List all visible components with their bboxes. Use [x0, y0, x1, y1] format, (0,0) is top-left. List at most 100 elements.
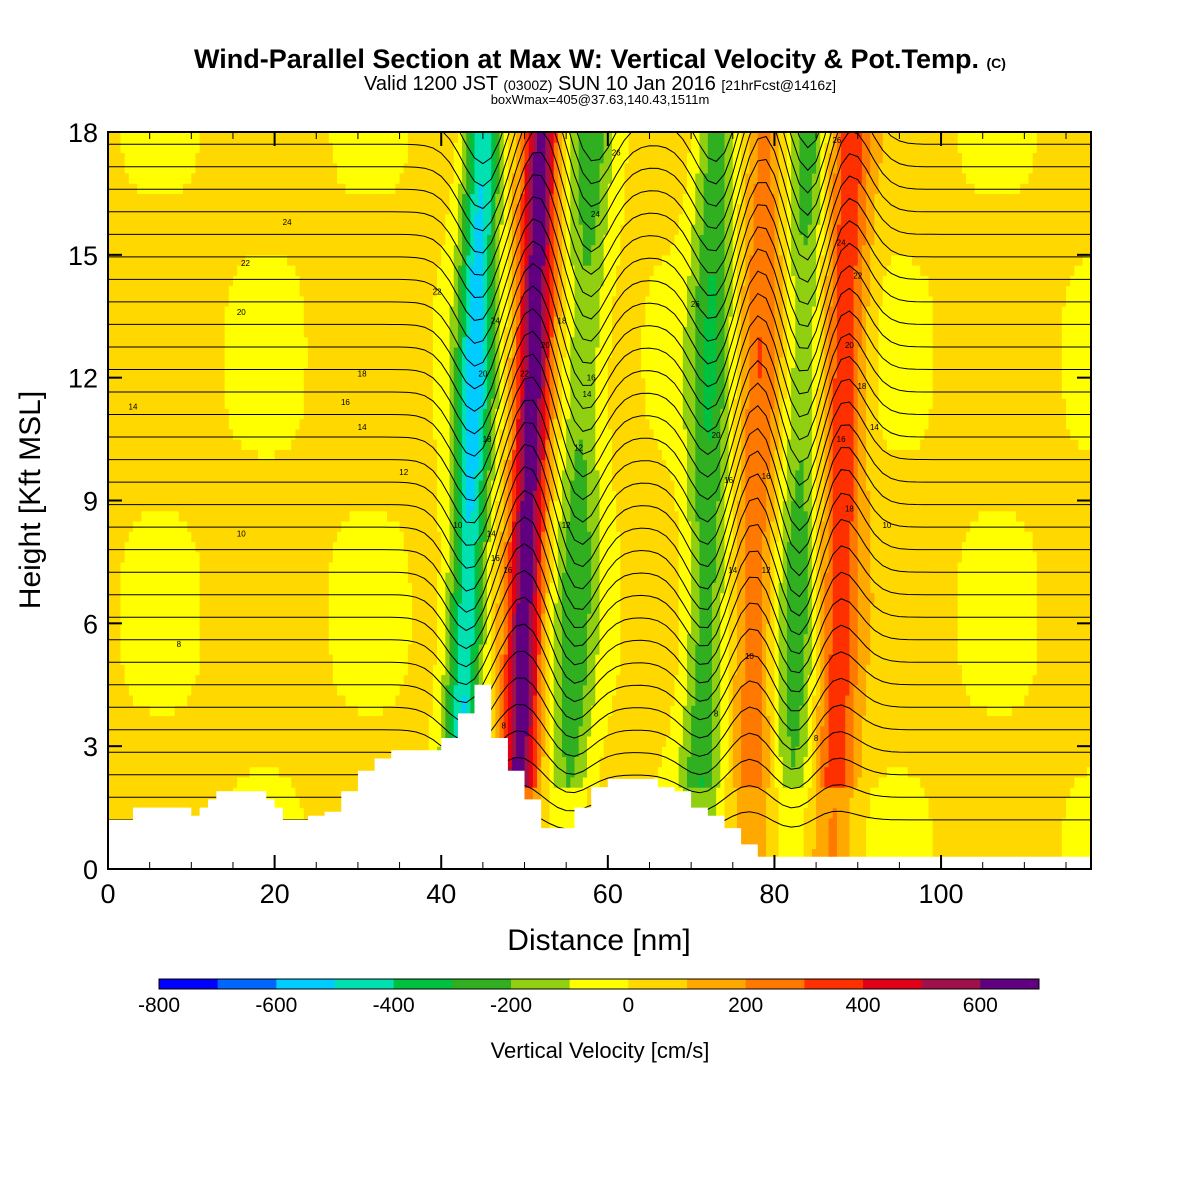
velocity-cell [278, 746, 284, 758]
velocity-cell [149, 756, 155, 768]
velocity-cell [178, 766, 184, 778]
velocity-cell [316, 142, 322, 154]
velocity-cell [374, 152, 380, 164]
velocity-cell [328, 295, 334, 307]
velocity-cell [241, 142, 247, 154]
velocity-cell [149, 582, 155, 594]
velocity-cell [232, 254, 238, 266]
velocity-cell [253, 306, 259, 317]
velocity-cell [357, 357, 363, 369]
velocity-cell [295, 408, 301, 420]
velocity-cell [153, 377, 159, 389]
velocity-cell [203, 387, 209, 399]
velocity-cell [166, 254, 172, 266]
velocity-cell [224, 213, 230, 225]
velocity-cell [362, 674, 367, 686]
velocity-cell [241, 490, 247, 502]
velocity-cell [266, 582, 272, 594]
velocity-cell [341, 725, 347, 737]
velocity-cell [337, 602, 342, 614]
velocity-cell [145, 224, 151, 235]
velocity-cell [137, 694, 142, 706]
velocity-cell [137, 766, 142, 778]
velocity-cell [324, 377, 330, 389]
velocity-cell [291, 541, 297, 553]
velocity-cell [270, 244, 276, 256]
velocity-cell [307, 357, 313, 369]
velocity-cell [387, 224, 392, 235]
velocity-cell [108, 541, 113, 553]
velocity-cell [274, 694, 280, 706]
velocity-cell [287, 787, 292, 798]
velocity-cell [116, 531, 122, 543]
velocity-cell [391, 480, 397, 491]
velocity-cell [170, 756, 176, 768]
velocity-cell [312, 152, 317, 164]
velocity-cell [124, 684, 130, 696]
velocity-cell [257, 316, 263, 328]
velocity-cell [216, 602, 222, 614]
velocity-cell [145, 162, 151, 174]
velocity-cell [303, 654, 309, 665]
velocity-cell [212, 275, 217, 287]
velocity-cell [337, 520, 342, 532]
velocity-cell [382, 725, 388, 737]
velocity-cell [332, 776, 338, 788]
velocity-cell [237, 418, 242, 430]
velocity-cell [391, 490, 397, 502]
velocity-cell [112, 275, 117, 287]
velocity-cell [324, 152, 330, 164]
velocity-cell [278, 459, 284, 471]
velocity-cell [128, 306, 134, 317]
velocity-cell [241, 602, 247, 614]
velocity-cell [266, 520, 272, 532]
velocity-cell [299, 316, 305, 328]
velocity-cell [187, 500, 192, 512]
velocity-cell [287, 265, 292, 276]
velocity-cell [257, 193, 263, 205]
velocity-cell [195, 408, 201, 420]
velocity-cell [149, 234, 155, 246]
velocity-cell [299, 439, 305, 450]
velocity-cell [149, 480, 155, 491]
velocity-cell [287, 142, 292, 154]
velocity-cell [195, 162, 201, 174]
velocity-cell [253, 541, 259, 553]
velocity-cell [266, 387, 272, 399]
velocity-cell [370, 275, 376, 287]
velocity-cell [199, 561, 205, 573]
velocity-cell [191, 797, 197, 809]
velocity-cell [291, 787, 297, 798]
velocity-cell [149, 244, 155, 256]
velocity-cell [291, 244, 297, 256]
velocity-cell [141, 766, 147, 778]
velocity-cell [278, 684, 284, 696]
velocity-cell [232, 531, 238, 543]
velocity-cell [187, 602, 192, 614]
velocity-cell [149, 551, 155, 563]
velocity-cell [199, 295, 205, 307]
velocity-cell [141, 572, 147, 583]
velocity-cell [291, 531, 297, 543]
velocity-cell [199, 142, 205, 154]
velocity-cell [349, 643, 355, 655]
velocity-cell [266, 346, 272, 358]
velocity-cell [108, 756, 113, 768]
velocity-cell [316, 316, 322, 328]
velocity-cell [112, 480, 117, 491]
velocity-cell [166, 797, 172, 809]
velocity-cell [320, 582, 326, 594]
velocity-cell [299, 346, 305, 358]
velocity-cell [382, 674, 388, 686]
velocity-cell [112, 572, 117, 583]
velocity-cell [328, 694, 334, 706]
velocity-cell [166, 541, 172, 553]
velocity-cell [262, 428, 267, 440]
velocity-cell [145, 132, 151, 143]
velocity-cell [370, 162, 376, 174]
velocity-cell [307, 408, 313, 420]
velocity-cell [320, 797, 326, 809]
velocity-cell [182, 480, 188, 491]
velocity-cell [241, 285, 247, 297]
velocity-cell [203, 459, 209, 471]
